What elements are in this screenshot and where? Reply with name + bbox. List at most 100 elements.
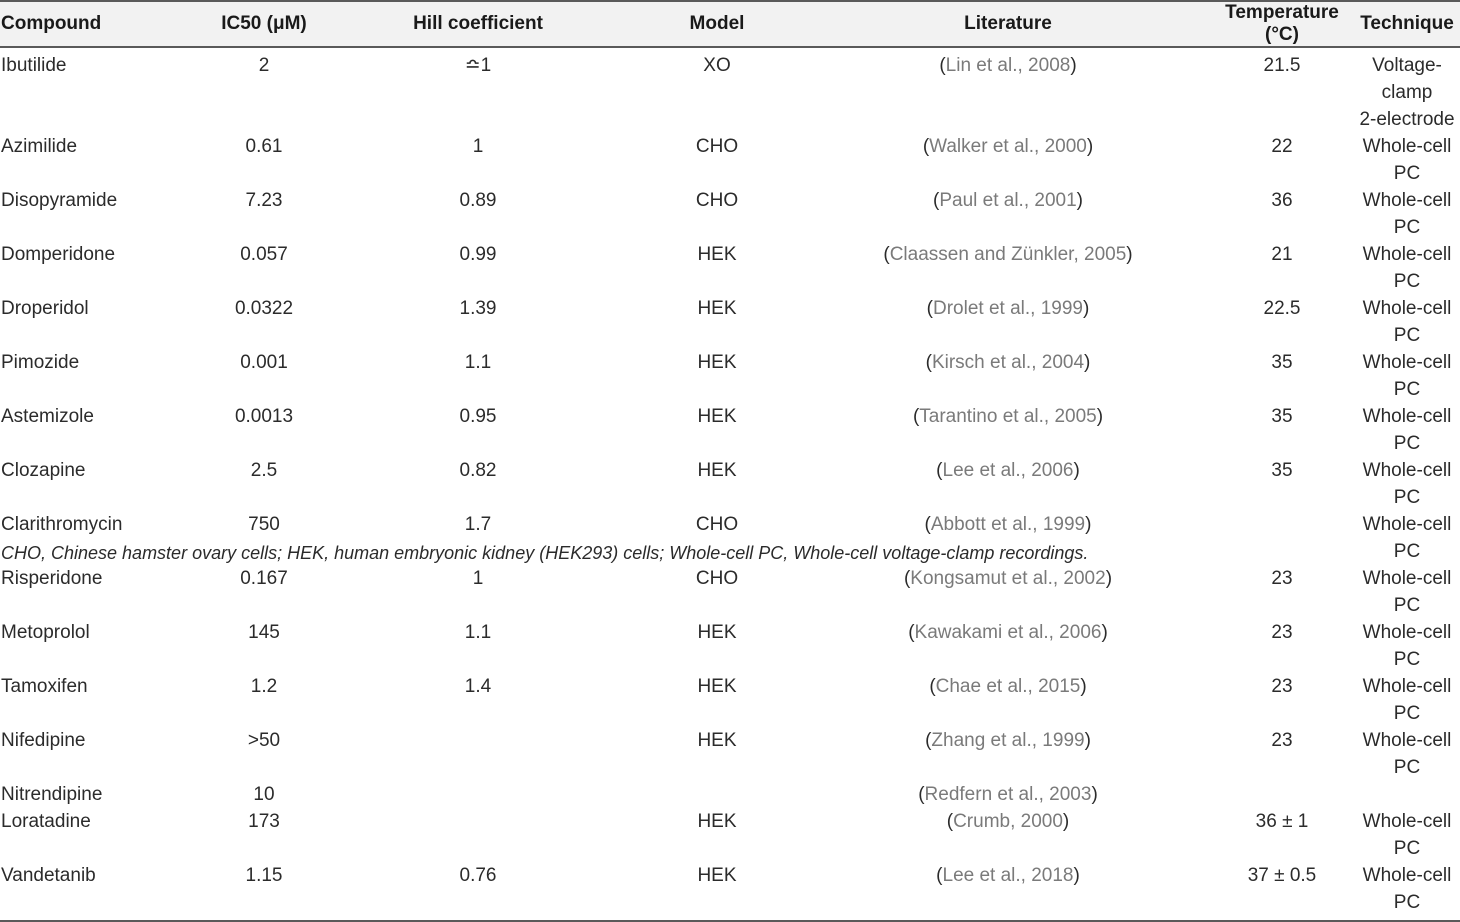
cell-literature: (Tarantino et al., 2005) xyxy=(912,406,1104,427)
technique-line: Whole-cell PC xyxy=(1362,514,1452,562)
cell-hill xyxy=(328,781,628,808)
cell-technique: Whole-cell PC xyxy=(1354,565,1460,619)
cell-hill: 1.1 xyxy=(464,622,492,643)
technique-line: Whole-cell PC xyxy=(1362,352,1452,400)
cell-ic50: 750 xyxy=(248,514,280,535)
cell-literature: (Lee et al., 2006) xyxy=(936,460,1080,481)
citation-link[interactable]: Lee et al., 2018 xyxy=(942,865,1074,887)
cell-ic50: >50 xyxy=(247,730,281,751)
cell-literature: (Lin et al., 2008) xyxy=(939,55,1077,76)
cell-hill xyxy=(328,808,628,862)
cell-model: HEK xyxy=(697,730,737,751)
cell-technique: Whole-cell PC xyxy=(1354,241,1460,295)
header-model: Model xyxy=(628,0,806,48)
cell-temperature: 21 xyxy=(1271,244,1293,265)
cell-temperature: 23 xyxy=(1271,676,1293,697)
cell-compound: Nitrendipine xyxy=(1,784,103,805)
cell-hill: 1 xyxy=(472,568,484,589)
cell-temperature: 37 ± 0.5 xyxy=(1210,862,1354,922)
cell-hill: 1.4 xyxy=(464,676,492,697)
cell-model: XO xyxy=(703,55,731,76)
header-literature: Literature xyxy=(806,0,1210,48)
cell-model: HEK xyxy=(697,298,737,319)
cell-literature: (Kawakami et al., 2006) xyxy=(908,622,1108,643)
citation-link[interactable]: Redfern et al., 2003 xyxy=(924,784,1092,805)
cell-hill: 0.99 xyxy=(459,244,497,265)
cell-compound: Risperidone xyxy=(1,568,103,589)
cell-literature: (Zhang et al., 1999) xyxy=(925,730,1091,751)
cell-technique xyxy=(1354,781,1460,808)
table-footnote: CHO, Chinese hamster ovary cells; HEK, h… xyxy=(1,543,1089,563)
citation-link[interactable]: Kongsamut et al., 2002 xyxy=(910,568,1106,589)
citation-link[interactable]: Paul et al., 2001 xyxy=(939,190,1077,211)
cell-temperature: 21.5 xyxy=(1263,55,1301,76)
cell-compound: Loratadine xyxy=(1,811,91,833)
table-body: Ibutilide 2 ≏1 XO (Lin et al., 2008) 21.5 Volt… xyxy=(0,47,1460,922)
technique-line: Whole-cell PC xyxy=(1362,298,1452,346)
citation-link[interactable]: Zhang et al., 1999 xyxy=(931,730,1085,751)
cell-technique: Whole-cell PC xyxy=(1354,808,1460,862)
table-row: Loratadine 173 HEK (Crumb, 2000) 36 ± 1 Whole… xyxy=(0,808,1460,862)
cell-model: HEK xyxy=(697,352,737,373)
cell-ic50: 0.0322 xyxy=(234,298,294,319)
technique-line: Whole-cell PC xyxy=(1362,865,1452,914)
cell-ic50: 1.15 xyxy=(200,862,328,922)
header-temperature: Temperature (°C) xyxy=(1210,0,1354,48)
technique-line: Whole-cell PC xyxy=(1362,811,1452,860)
cell-technique: Whole-cell PC xyxy=(1354,457,1460,511)
cell-technique: Whole-cell PC xyxy=(1354,133,1460,187)
cell-ic50: 145 xyxy=(248,622,280,643)
cell-temperature: 22 xyxy=(1271,136,1293,157)
citation-link[interactable]: Drolet et al., 1999 xyxy=(933,298,1083,319)
cell-model: HEK xyxy=(697,244,737,265)
cell-literature: (Drolet et al., 1999) xyxy=(926,298,1090,319)
citation-link[interactable]: Kawakami et al., 2006 xyxy=(914,622,1102,643)
table-row: Clarithromycin 750 1.7 CHO (Abbott et al., 1… xyxy=(0,511,1460,565)
cell-temperature: 23 xyxy=(1271,622,1293,643)
cell-literature: (Abbott et al., 1999) xyxy=(924,514,1092,535)
cell-literature: (Redfern et al., 2003) xyxy=(918,784,1098,805)
citation-link[interactable]: Kirsch et al., 2004 xyxy=(931,352,1085,373)
cell-model: HEK xyxy=(697,460,737,481)
cell-temperature: 36 ± 1 xyxy=(1255,811,1309,833)
header-ic50: IC50 (μM) xyxy=(200,0,328,48)
table-row: Pimozide 0.001 1.1 HEK (Kirsch et al., 2004)… xyxy=(0,349,1460,403)
cell-hill: 0.76 xyxy=(328,862,628,922)
cell-compound: Pimozide xyxy=(1,352,80,373)
citation-link[interactable]: Lee et al., 2006 xyxy=(942,460,1074,481)
cell-ic50: 0.057 xyxy=(240,244,288,265)
citation-link[interactable]: Walker et al., 2000 xyxy=(929,136,1087,157)
citation-link[interactable]: Crumb, 2000 xyxy=(953,811,1063,833)
cell-literature: (Kongsamut et al., 2002) xyxy=(903,568,1113,589)
header-technique: Technique xyxy=(1354,0,1460,48)
technique-line: Whole-cell PC xyxy=(1362,190,1452,238)
header-row: Compound IC50 (μM) Hill coefficient Mode… xyxy=(0,0,1460,48)
citation-link[interactable]: Abbott et al., 1999 xyxy=(930,514,1086,535)
citation-link[interactable]: Lin et al., 2008 xyxy=(945,55,1071,76)
cell-hill: 0.82 xyxy=(459,460,497,481)
cell-ic50: 0.167 xyxy=(240,568,288,589)
citation-link[interactable]: Chae et al., 2015 xyxy=(935,676,1081,697)
cell-literature: (Lee et al., 2018) xyxy=(806,862,1210,922)
table-row: Vandetanib 1.15 0.76 HEK (Lee et al., 2018) 3… xyxy=(0,862,1460,922)
citation-link[interactable]: Claassen and Zünkler, 2005 xyxy=(889,244,1127,265)
technique-line: Whole-cell PC xyxy=(1362,676,1452,724)
cell-ic50: 0.61 xyxy=(245,136,283,157)
cell-model: HEK xyxy=(697,811,737,833)
cell-ic50: 0.0013 xyxy=(234,406,294,427)
table-row: Nifedipine >50 HEK (Zhang et al., 1999) 23 Wh… xyxy=(0,727,1460,781)
citation-link[interactable]: Tarantino et al., 2005 xyxy=(919,406,1097,427)
cell-temperature: 22.5 xyxy=(1263,298,1301,319)
cell-technique: Whole-cell PC xyxy=(1354,295,1460,349)
cell-compound: Disopyramide xyxy=(1,190,118,211)
table-row: Domperidone 0.057 0.99 HEK (Claassen and Zün… xyxy=(0,241,1460,295)
cell-compound: Astemizole xyxy=(1,406,94,427)
table-row: Clozapine 2.5 0.82 HEK (Lee et al., 2006) 35 W… xyxy=(0,457,1460,511)
cell-compound: Domperidone xyxy=(1,244,116,265)
cell-temperature xyxy=(1210,781,1354,808)
cell-model: CHO xyxy=(695,568,739,589)
cell-literature: (Paul et al., 2001) xyxy=(933,190,1083,211)
cell-technique: Whole-cell PC xyxy=(1354,349,1460,403)
technique-line: Whole-cell PC xyxy=(1362,622,1452,670)
